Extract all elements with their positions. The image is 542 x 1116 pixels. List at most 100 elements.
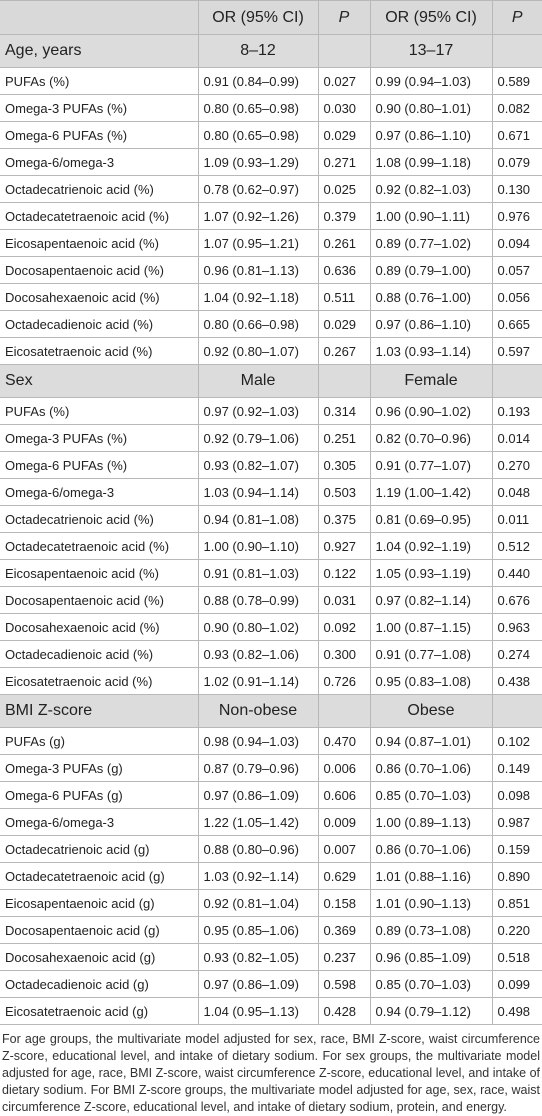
cell: 1.03 (0.92–1.14) bbox=[197, 862, 319, 890]
cell: 0.86 (0.70–1.06) bbox=[369, 754, 493, 782]
cell: 1.07 (0.95–1.21) bbox=[197, 229, 319, 257]
data-row: Octadecatrienoic acid (g) 0.88 (0.80–0.96… bbox=[0, 835, 542, 863]
cell: 0.85 (0.70–1.03) bbox=[369, 781, 493, 809]
data-row: Docosapentaenoic acid (%) 0.96 (0.81–1.13… bbox=[0, 256, 542, 284]
row-label: Octadecatrienoic acid (%) bbox=[0, 175, 199, 203]
cell: 1.03 (0.94–1.14) bbox=[197, 478, 319, 506]
cell: 0.89 (0.79–1.00) bbox=[369, 256, 493, 284]
cell: 0.851 bbox=[491, 889, 542, 917]
cell: 0.80 (0.65–0.98) bbox=[197, 121, 319, 149]
table-body: OR (95% CI) P OR (95% CI) P Age, years 8–… bbox=[0, 0, 542, 1025]
cell: 0.251 bbox=[317, 424, 371, 452]
cell: 0.030 bbox=[317, 94, 371, 122]
data-row: Octadecadienoic acid (%) 0.93 (0.82–1.06)… bbox=[0, 640, 542, 668]
cell: 0.029 bbox=[317, 121, 371, 149]
cell: 0.220 bbox=[491, 916, 542, 944]
cell: 0.009 bbox=[317, 808, 371, 836]
cell: 0.512 bbox=[491, 532, 542, 560]
data-row: Octadecatrienoic acid (%) 0.78 (0.62–0.97… bbox=[0, 175, 542, 203]
cell: 0.80 (0.66–0.98) bbox=[197, 310, 319, 338]
cell: 0.94 (0.81–1.08) bbox=[197, 505, 319, 533]
row-label: Octadecatetraenoic acid (%) bbox=[0, 532, 199, 560]
data-row: Eicosatetraenoic acid (%) 1.02 (0.91–1.14… bbox=[0, 667, 542, 695]
cell: 0.274 bbox=[491, 640, 542, 668]
cell: 0.014 bbox=[491, 424, 542, 452]
cell: 0.438 bbox=[491, 667, 542, 695]
cell: 1.00 (0.90–1.10) bbox=[197, 532, 319, 560]
section-cell bbox=[317, 364, 371, 398]
cell: 0.97 (0.86–1.10) bbox=[369, 310, 493, 338]
cell: 0.149 bbox=[491, 754, 542, 782]
cell: 0.261 bbox=[317, 229, 371, 257]
cell: 0.267 bbox=[317, 337, 371, 365]
cell: 0.665 bbox=[491, 310, 542, 338]
cell: 0.93 (0.82–1.05) bbox=[197, 943, 319, 971]
row-label: Omega-6 PUFAs (%) bbox=[0, 121, 199, 149]
cell: 1.04 (0.92–1.19) bbox=[369, 532, 493, 560]
data-row: Omega-6/omega-3 1.03 (0.94–1.14) 0.503 1.19… bbox=[0, 478, 542, 506]
cell: 0.96 (0.85–1.09) bbox=[369, 943, 493, 971]
cell: 0.80 (0.65–0.98) bbox=[197, 94, 319, 122]
row-label: Docosapentaenoic acid (%) bbox=[0, 586, 199, 614]
cell: 1.02 (0.91–1.14) bbox=[197, 667, 319, 695]
cell: 0.007 bbox=[317, 835, 371, 863]
row-label: Eicosapentaenoic acid (%) bbox=[0, 559, 199, 587]
cell: 1.04 (0.95–1.13) bbox=[197, 997, 319, 1025]
data-row: Docosahexaenoic acid (%) 1.04 (0.92–1.18)… bbox=[0, 283, 542, 311]
cell: 1.00 (0.87–1.15) bbox=[369, 613, 493, 641]
cell: 0.079 bbox=[491, 148, 542, 176]
cell: 0.98 (0.94–1.03) bbox=[197, 727, 319, 755]
cell: 0.890 bbox=[491, 862, 542, 890]
data-row: PUFAs (g) 0.98 (0.94–1.03) 0.470 0.94 (0.87… bbox=[0, 727, 542, 755]
data-row: Eicosapentaenoic acid (g) 0.92 (0.81–1.04… bbox=[0, 889, 542, 917]
group-label: Male bbox=[197, 364, 319, 398]
section-label: BMI Z-score bbox=[0, 694, 199, 728]
cell: 0.99 (0.94–1.03) bbox=[369, 67, 493, 95]
cell: 0.305 bbox=[317, 451, 371, 479]
row-label: Octadecatrienoic acid (%) bbox=[0, 505, 199, 533]
row-label: Docosapentaenoic acid (%) bbox=[0, 256, 199, 284]
cell: 0.270 bbox=[491, 451, 542, 479]
row-label: Omega-6/omega-3 bbox=[0, 808, 199, 836]
cell: 0.81 (0.69–0.95) bbox=[369, 505, 493, 533]
cell: 0.97 (0.86–1.10) bbox=[369, 121, 493, 149]
cell: 0.88 (0.78–0.99) bbox=[197, 586, 319, 614]
cell: 0.85 (0.70–1.03) bbox=[369, 970, 493, 998]
data-row: Docosapentaenoic acid (%) 0.88 (0.78–0.99… bbox=[0, 586, 542, 614]
cell: 1.01 (0.90–1.13) bbox=[369, 889, 493, 917]
cell: 0.606 bbox=[317, 781, 371, 809]
cell: 0.78 (0.62–0.97) bbox=[197, 175, 319, 203]
cell: 0.379 bbox=[317, 202, 371, 230]
cell: 0.88 (0.80–0.96) bbox=[197, 835, 319, 863]
row-label: PUFAs (%) bbox=[0, 67, 199, 95]
section-row: Age, years 8–12 13–17 bbox=[0, 34, 542, 68]
data-row: Omega-6 PUFAs (%) 0.93 (0.82–1.07) 0.305 0.… bbox=[0, 451, 542, 479]
cell: 0.86 (0.70–1.06) bbox=[369, 835, 493, 863]
cell: 0.93 (0.82–1.06) bbox=[197, 640, 319, 668]
cell: 1.01 (0.88–1.16) bbox=[369, 862, 493, 890]
data-row: PUFAs (%) 0.97 (0.92–1.03) 0.314 0.96 (0.90… bbox=[0, 397, 542, 425]
cell: 0.90 (0.80–1.01) bbox=[369, 94, 493, 122]
cell: 0.440 bbox=[491, 559, 542, 587]
cell: 0.95 (0.85–1.06) bbox=[197, 916, 319, 944]
data-row: Omega-6/omega-3 1.22 (1.05–1.42) 0.009 1.00… bbox=[0, 808, 542, 836]
row-label: Docosahexaenoic acid (%) bbox=[0, 283, 199, 311]
data-row: Octadecatetraenoic acid (g) 1.03 (0.92–1.… bbox=[0, 862, 542, 890]
cell: 0.099 bbox=[491, 970, 542, 998]
row-label: Omega-3 PUFAs (%) bbox=[0, 424, 199, 452]
cell: 0.369 bbox=[317, 916, 371, 944]
header-cell: P bbox=[317, 0, 371, 35]
cell: 0.498 bbox=[491, 997, 542, 1025]
data-row: Docosahexaenoic acid (g) 0.93 (0.82–1.05)… bbox=[0, 943, 542, 971]
cell: 1.09 (0.93–1.29) bbox=[197, 148, 319, 176]
row-label: Eicosapentaenoic acid (g) bbox=[0, 889, 199, 917]
cell: 0.011 bbox=[491, 505, 542, 533]
cell: 0.94 (0.87–1.01) bbox=[369, 727, 493, 755]
cell: 0.97 (0.92–1.03) bbox=[197, 397, 319, 425]
cell: 1.22 (1.05–1.42) bbox=[197, 808, 319, 836]
header-cell: OR (95% CI) bbox=[197, 0, 319, 35]
cell: 0.006 bbox=[317, 754, 371, 782]
group-label: Obese bbox=[369, 694, 493, 728]
cell: 0.92 (0.82–1.03) bbox=[369, 175, 493, 203]
cell: 0.91 (0.77–1.07) bbox=[369, 451, 493, 479]
